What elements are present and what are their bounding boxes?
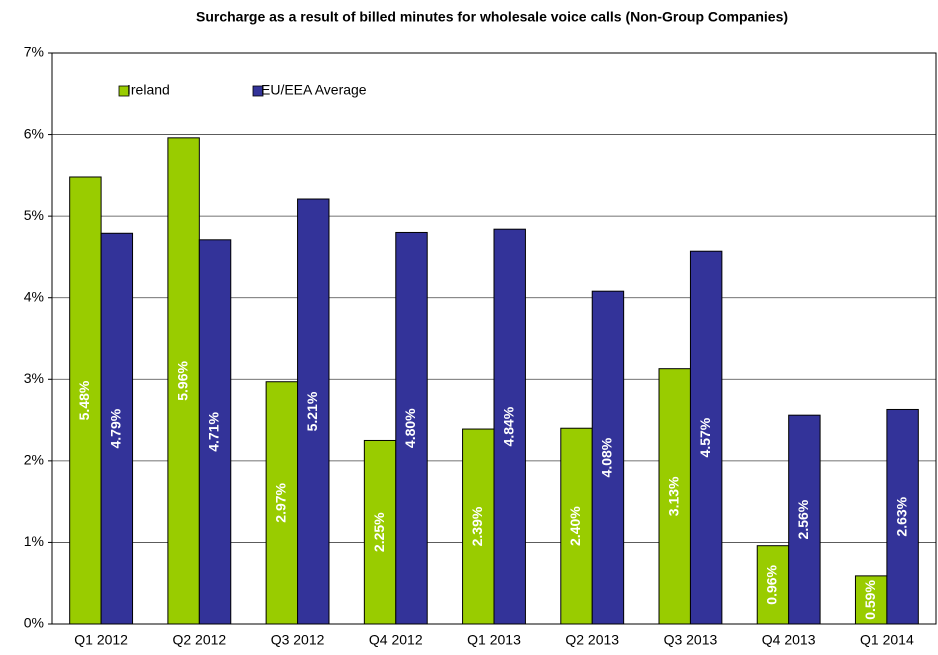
x-tick-label: Q4 2012: [369, 632, 423, 648]
x-tick-label: Q4 2013: [762, 632, 816, 648]
legend-label: EU/EEA Average: [261, 82, 367, 98]
bar: [886, 408, 919, 625]
value-label: 0.96%: [764, 564, 780, 604]
value-label: 4.08%: [599, 437, 615, 477]
value-label: 2.39%: [469, 506, 485, 546]
chart-title: Surcharge as a result of billed minutes …: [196, 9, 788, 25]
x-tick-label: Q3 2013: [664, 632, 718, 648]
value-label: 0.59%: [862, 580, 878, 620]
value-label: 5.21%: [304, 391, 320, 431]
y-tick-label: 1%: [24, 533, 44, 549]
y-tick-label: 6%: [24, 125, 44, 141]
y-tick-label: 7%: [24, 44, 44, 60]
x-tick-label: Q1 2014: [860, 632, 914, 648]
bar: [297, 198, 330, 625]
value-label: 4.57%: [697, 417, 713, 457]
bar: [788, 414, 821, 625]
bar: [689, 250, 723, 625]
value-label: 2.25%: [371, 512, 387, 552]
value-label: 2.63%: [893, 496, 909, 536]
value-label: 5.96%: [174, 361, 190, 401]
bar: [658, 368, 691, 625]
y-tick-label: 4%: [24, 288, 44, 304]
bar: [591, 290, 625, 625]
x-tick-label: Q1 2013: [467, 632, 521, 648]
value-label: 4.84%: [500, 406, 516, 446]
bar: [854, 575, 888, 625]
bar: [395, 231, 428, 625]
x-tick-label: Q3 2012: [271, 632, 325, 648]
y-tick-label: 5%: [24, 207, 44, 223]
legend-swatch: [118, 85, 130, 97]
value-label: 2.56%: [795, 499, 811, 539]
value-label: 4.79%: [108, 408, 124, 448]
y-tick-label: 2%: [24, 452, 44, 468]
y-tick-label: 3%: [24, 370, 44, 386]
x-tick-label: Q2 2013: [565, 632, 619, 648]
value-label: 5.48%: [76, 380, 92, 420]
bar: [100, 232, 134, 625]
value-label: 2.97%: [273, 482, 289, 522]
value-label: 4.71%: [206, 412, 222, 452]
bar: [493, 228, 526, 625]
value-label: 4.80%: [402, 408, 418, 448]
y-tick-label: 0%: [24, 615, 44, 631]
x-tick-label: Q2 2012: [172, 632, 226, 648]
x-tick-label: Q1 2012: [74, 632, 128, 648]
bar: [265, 381, 299, 625]
bar: [756, 545, 790, 625]
value-label: 2.40%: [567, 506, 583, 546]
value-label: 3.13%: [665, 476, 681, 516]
bar: [167, 137, 200, 625]
legend-swatch: [252, 85, 264, 97]
bar: [69, 176, 102, 625]
bar: [198, 239, 232, 625]
bar: [462, 428, 495, 625]
legend-label: Ireland: [127, 82, 170, 98]
